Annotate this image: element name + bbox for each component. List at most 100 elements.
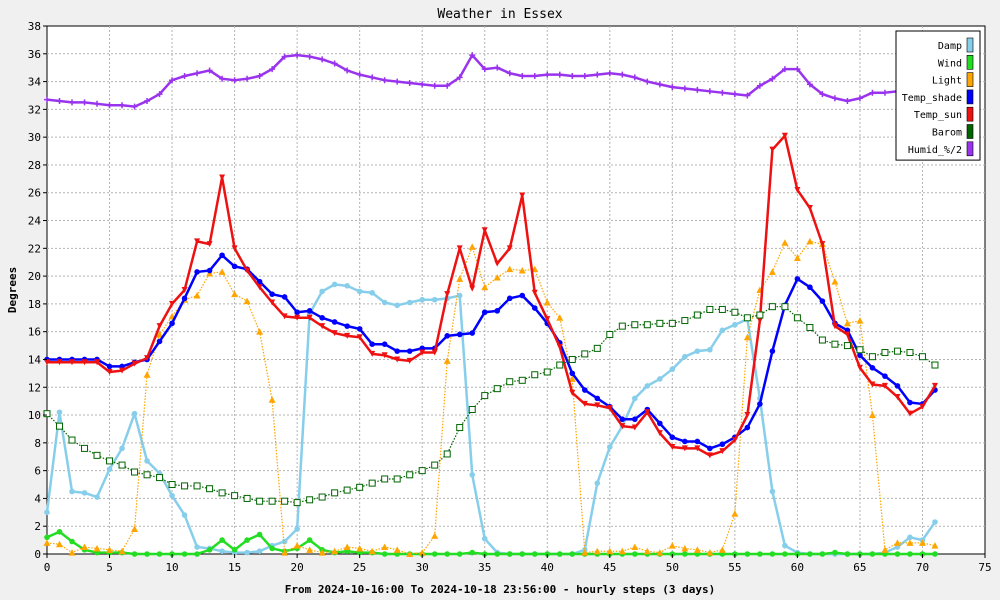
data-point [781, 303, 789, 311]
data-point [94, 494, 100, 500]
data-point [518, 267, 526, 274]
data-point [231, 245, 238, 252]
data-point [556, 71, 563, 78]
data-point [106, 363, 113, 370]
data-point [106, 546, 114, 553]
data-point [506, 245, 513, 252]
legend-swatch [966, 54, 974, 70]
data-point [369, 74, 376, 81]
data-point [856, 346, 864, 354]
data-point [44, 96, 50, 103]
data-point [219, 252, 225, 259]
data-point [318, 493, 326, 501]
data-point [456, 245, 463, 252]
data-point [181, 551, 188, 557]
data-point [431, 551, 438, 557]
data-point [181, 482, 189, 490]
data-point [494, 308, 501, 314]
data-point [681, 85, 688, 92]
y-tick-label: 12 [28, 381, 41, 394]
data-point [94, 100, 101, 107]
data-point [394, 356, 401, 363]
data-point [857, 352, 863, 359]
data-point [106, 466, 113, 473]
data-point [556, 551, 563, 557]
data-point [368, 479, 376, 487]
data-point [368, 547, 376, 555]
data-point [856, 317, 864, 324]
y-tick-label: 10 [28, 409, 41, 422]
data-point [631, 424, 638, 431]
data-point [144, 551, 150, 557]
data-point [243, 297, 251, 305]
data-point [156, 323, 163, 330]
data-point [419, 81, 426, 88]
data-point [381, 341, 388, 347]
data-point [431, 349, 438, 356]
data-point [881, 89, 888, 96]
data-point [256, 73, 263, 80]
data-point [281, 497, 289, 505]
data-point [732, 321, 738, 328]
data-point [544, 316, 551, 323]
data-point [44, 534, 50, 541]
data-point [756, 311, 764, 319]
chart-title: Weather in Essex [437, 7, 562, 22]
data-point [531, 305, 538, 311]
data-point [869, 381, 876, 388]
data-point [356, 334, 363, 341]
data-point [331, 60, 338, 67]
data-point [831, 340, 839, 348]
data-point [844, 98, 851, 105]
data-point [306, 308, 313, 314]
data-point [756, 82, 763, 89]
data-point [119, 445, 125, 452]
data-point [206, 547, 213, 553]
data-point [469, 472, 476, 478]
data-point [706, 88, 713, 95]
data-point [243, 494, 251, 502]
data-point [393, 546, 401, 553]
data-point [618, 322, 626, 330]
data-point [569, 370, 576, 377]
data-point [756, 317, 763, 324]
data-point [56, 540, 64, 548]
data-point [644, 409, 651, 416]
data-point [707, 445, 713, 452]
y-tick-label: 26 [28, 187, 41, 200]
data-point [356, 71, 363, 78]
data-point [743, 314, 751, 322]
data-point [156, 91, 163, 98]
legend-swatch [966, 89, 974, 105]
data-point [644, 383, 651, 389]
data-point [706, 549, 714, 556]
data-point [344, 283, 350, 289]
data-point [269, 291, 275, 297]
data-point [181, 295, 188, 302]
data-point [744, 424, 751, 431]
data-point [919, 403, 926, 410]
data-point [344, 67, 351, 74]
data-point [918, 539, 926, 546]
data-point [594, 480, 601, 486]
data-point [819, 241, 826, 248]
data-point [882, 373, 888, 379]
data-point [931, 361, 939, 369]
data-point [669, 84, 676, 91]
data-point [419, 349, 426, 356]
data-point [169, 77, 176, 84]
data-point [743, 333, 751, 341]
y-axis-label: Degrees [6, 267, 19, 313]
data-point [306, 546, 314, 553]
data-point [632, 395, 638, 402]
data-point [543, 299, 551, 306]
data-point [456, 292, 463, 299]
data-point [381, 352, 388, 359]
data-point [81, 359, 88, 366]
data-point [669, 444, 676, 451]
data-point [782, 551, 788, 557]
data-point [681, 317, 689, 325]
data-point [443, 450, 451, 458]
data-point [769, 551, 776, 557]
data-point [631, 74, 638, 81]
